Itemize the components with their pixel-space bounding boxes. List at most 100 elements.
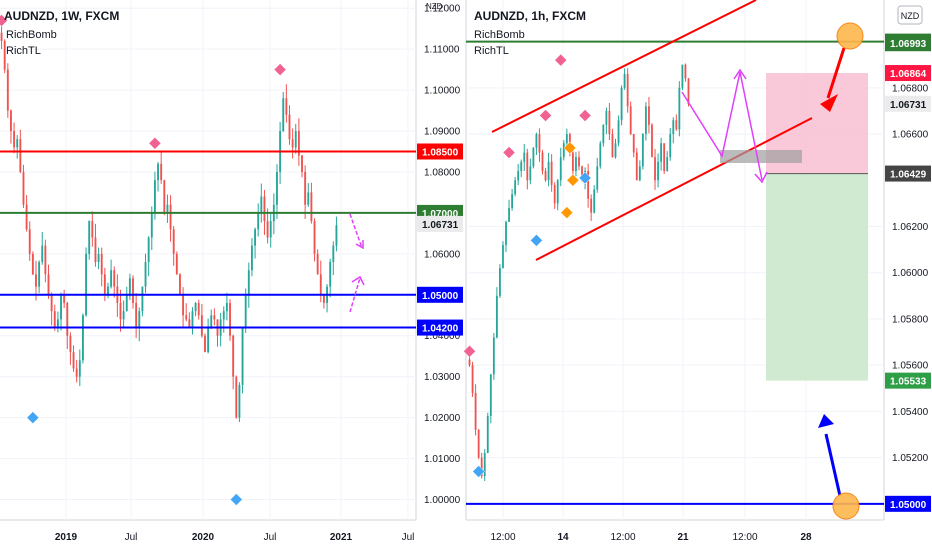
p1-x-tick-label: 2020 xyxy=(192,532,215,543)
target-circle-bottom xyxy=(832,492,860,520)
p2-candle-body xyxy=(489,374,492,416)
p2-x-tick-label: 12:00 xyxy=(610,532,635,543)
p2-price-tag xyxy=(885,35,931,52)
p1-candle-body xyxy=(301,155,303,172)
p1-candle-body xyxy=(6,69,9,111)
p2-x-tick-label: 14 xyxy=(557,532,569,543)
blue-arrow-shaft xyxy=(824,433,842,497)
p2-candle-body xyxy=(581,166,583,181)
p2-candle-body xyxy=(641,134,644,167)
p2-level-tag xyxy=(885,495,931,512)
p2-candle-body xyxy=(520,161,523,172)
p1-candle-body xyxy=(197,302,200,316)
p1-candle-body xyxy=(247,270,250,295)
p1-candle-body xyxy=(91,221,94,238)
p1-candle-body xyxy=(319,274,322,295)
p2-candle-body xyxy=(575,157,577,172)
p1-candle-body xyxy=(225,302,228,312)
p1-candle-body xyxy=(285,98,288,115)
p1-candle-body xyxy=(238,384,241,418)
p1-y-tick-label: 1.06000 xyxy=(424,249,461,260)
weekly-currency-label: NZD xyxy=(426,2,443,11)
p1-candle-body xyxy=(172,229,175,254)
p2-candle-body xyxy=(614,143,617,158)
hourly-big-arrows xyxy=(818,22,864,520)
p1-candle-body xyxy=(257,212,260,230)
p1-candle-body xyxy=(229,302,231,336)
p1-candle-body xyxy=(232,335,235,377)
p2-signal-diamond xyxy=(539,109,552,122)
p1-candle-body xyxy=(313,221,316,254)
p2-candle-body xyxy=(508,208,510,222)
p1-candle-body xyxy=(100,253,103,275)
p2-candle-body xyxy=(684,64,687,79)
weekly-chart-title: AUDNZD, 1W, FXCM xyxy=(4,9,119,23)
p1-candle-body xyxy=(10,110,12,132)
p2-price-tag xyxy=(885,165,931,182)
p1-candle-body xyxy=(85,253,88,316)
p2-candle-body xyxy=(587,171,590,199)
p1-candle-body xyxy=(244,294,247,328)
p1-y-tick-label: 1.11000 xyxy=(424,45,460,56)
p1-candle-body xyxy=(179,274,181,295)
p1-candle-body xyxy=(307,192,310,205)
weekly-candles xyxy=(0,25,338,422)
p2-level-tag-label: 1.05000 xyxy=(890,500,927,511)
p1-candle-body xyxy=(160,163,163,181)
p2-candle-body xyxy=(687,78,690,104)
p2-candle-body xyxy=(559,157,562,181)
weekly-grid xyxy=(0,0,416,520)
p1-last-price-label: 1.06731 xyxy=(422,220,459,231)
p1-candle-body xyxy=(56,319,59,328)
p1-y-tick-label: 1.08000 xyxy=(424,167,461,178)
p1-candle-body xyxy=(210,315,213,328)
p1-candle-body xyxy=(157,163,159,181)
weekly-y-axis: 1.12000 1.11000 1.10000 1.09000 1.08000 1.070… xyxy=(424,4,461,506)
p1-candle-body xyxy=(25,204,28,230)
p1-candle-body xyxy=(28,229,31,254)
p1-candle-body xyxy=(50,294,53,312)
p2-candle-body xyxy=(666,157,669,172)
p1-candle-body xyxy=(222,311,225,320)
p2-price-tag xyxy=(885,372,931,389)
p1-level-tag-label: 1.04200 xyxy=(422,324,459,335)
p1-candle-body xyxy=(322,294,325,303)
p1-x-tick-label: 2021 xyxy=(330,532,353,543)
p2-candle-body xyxy=(523,152,526,162)
p2-candle-body xyxy=(678,87,681,130)
p1-candle-body xyxy=(66,302,69,336)
p1-candle-body xyxy=(250,245,253,271)
channel-lower-line xyxy=(535,117,813,261)
p1-x-tick-label: Jul xyxy=(264,532,277,543)
p1-candle-body xyxy=(107,286,109,295)
currency-badge[interactable] xyxy=(897,5,923,25)
p1-candle-body xyxy=(141,286,144,312)
p1-candle-body xyxy=(31,253,34,275)
weekly-up-arrowhead xyxy=(351,275,365,286)
p2-y-tick-label: 1.05600 xyxy=(892,361,929,372)
p1-candle-body xyxy=(297,131,300,156)
p1-candle-body xyxy=(191,311,194,328)
weekly-levels xyxy=(0,150,416,329)
p2-candle-body xyxy=(514,180,517,195)
zigzag-up-arrowhead xyxy=(733,68,747,80)
p2-y-tick-label: 1.06200 xyxy=(892,222,929,233)
p2-candle-body xyxy=(644,106,647,135)
p1-candle-body xyxy=(103,274,106,295)
p1-candle-body xyxy=(16,139,19,148)
p1-candle-body xyxy=(150,212,153,238)
p1-candle-body xyxy=(132,278,134,303)
p1-candle-body xyxy=(53,311,56,328)
hourly-indicator-richtl: RichTL xyxy=(474,45,509,57)
p2-candle-body xyxy=(596,166,599,190)
p2-candle-body xyxy=(660,143,663,162)
p1-candle-body xyxy=(194,302,197,312)
p1-x-tick-label: Jul xyxy=(125,532,138,543)
p1-candle-body xyxy=(316,253,319,275)
p1-candle-body xyxy=(207,327,210,353)
p2-x-tick-label: 12:00 xyxy=(732,532,757,543)
p1-candle-body xyxy=(147,237,150,263)
red-arrowhead xyxy=(820,94,838,112)
weekly-indicator-richtl: RichTL xyxy=(6,45,41,57)
p1-candle-body xyxy=(204,335,206,353)
